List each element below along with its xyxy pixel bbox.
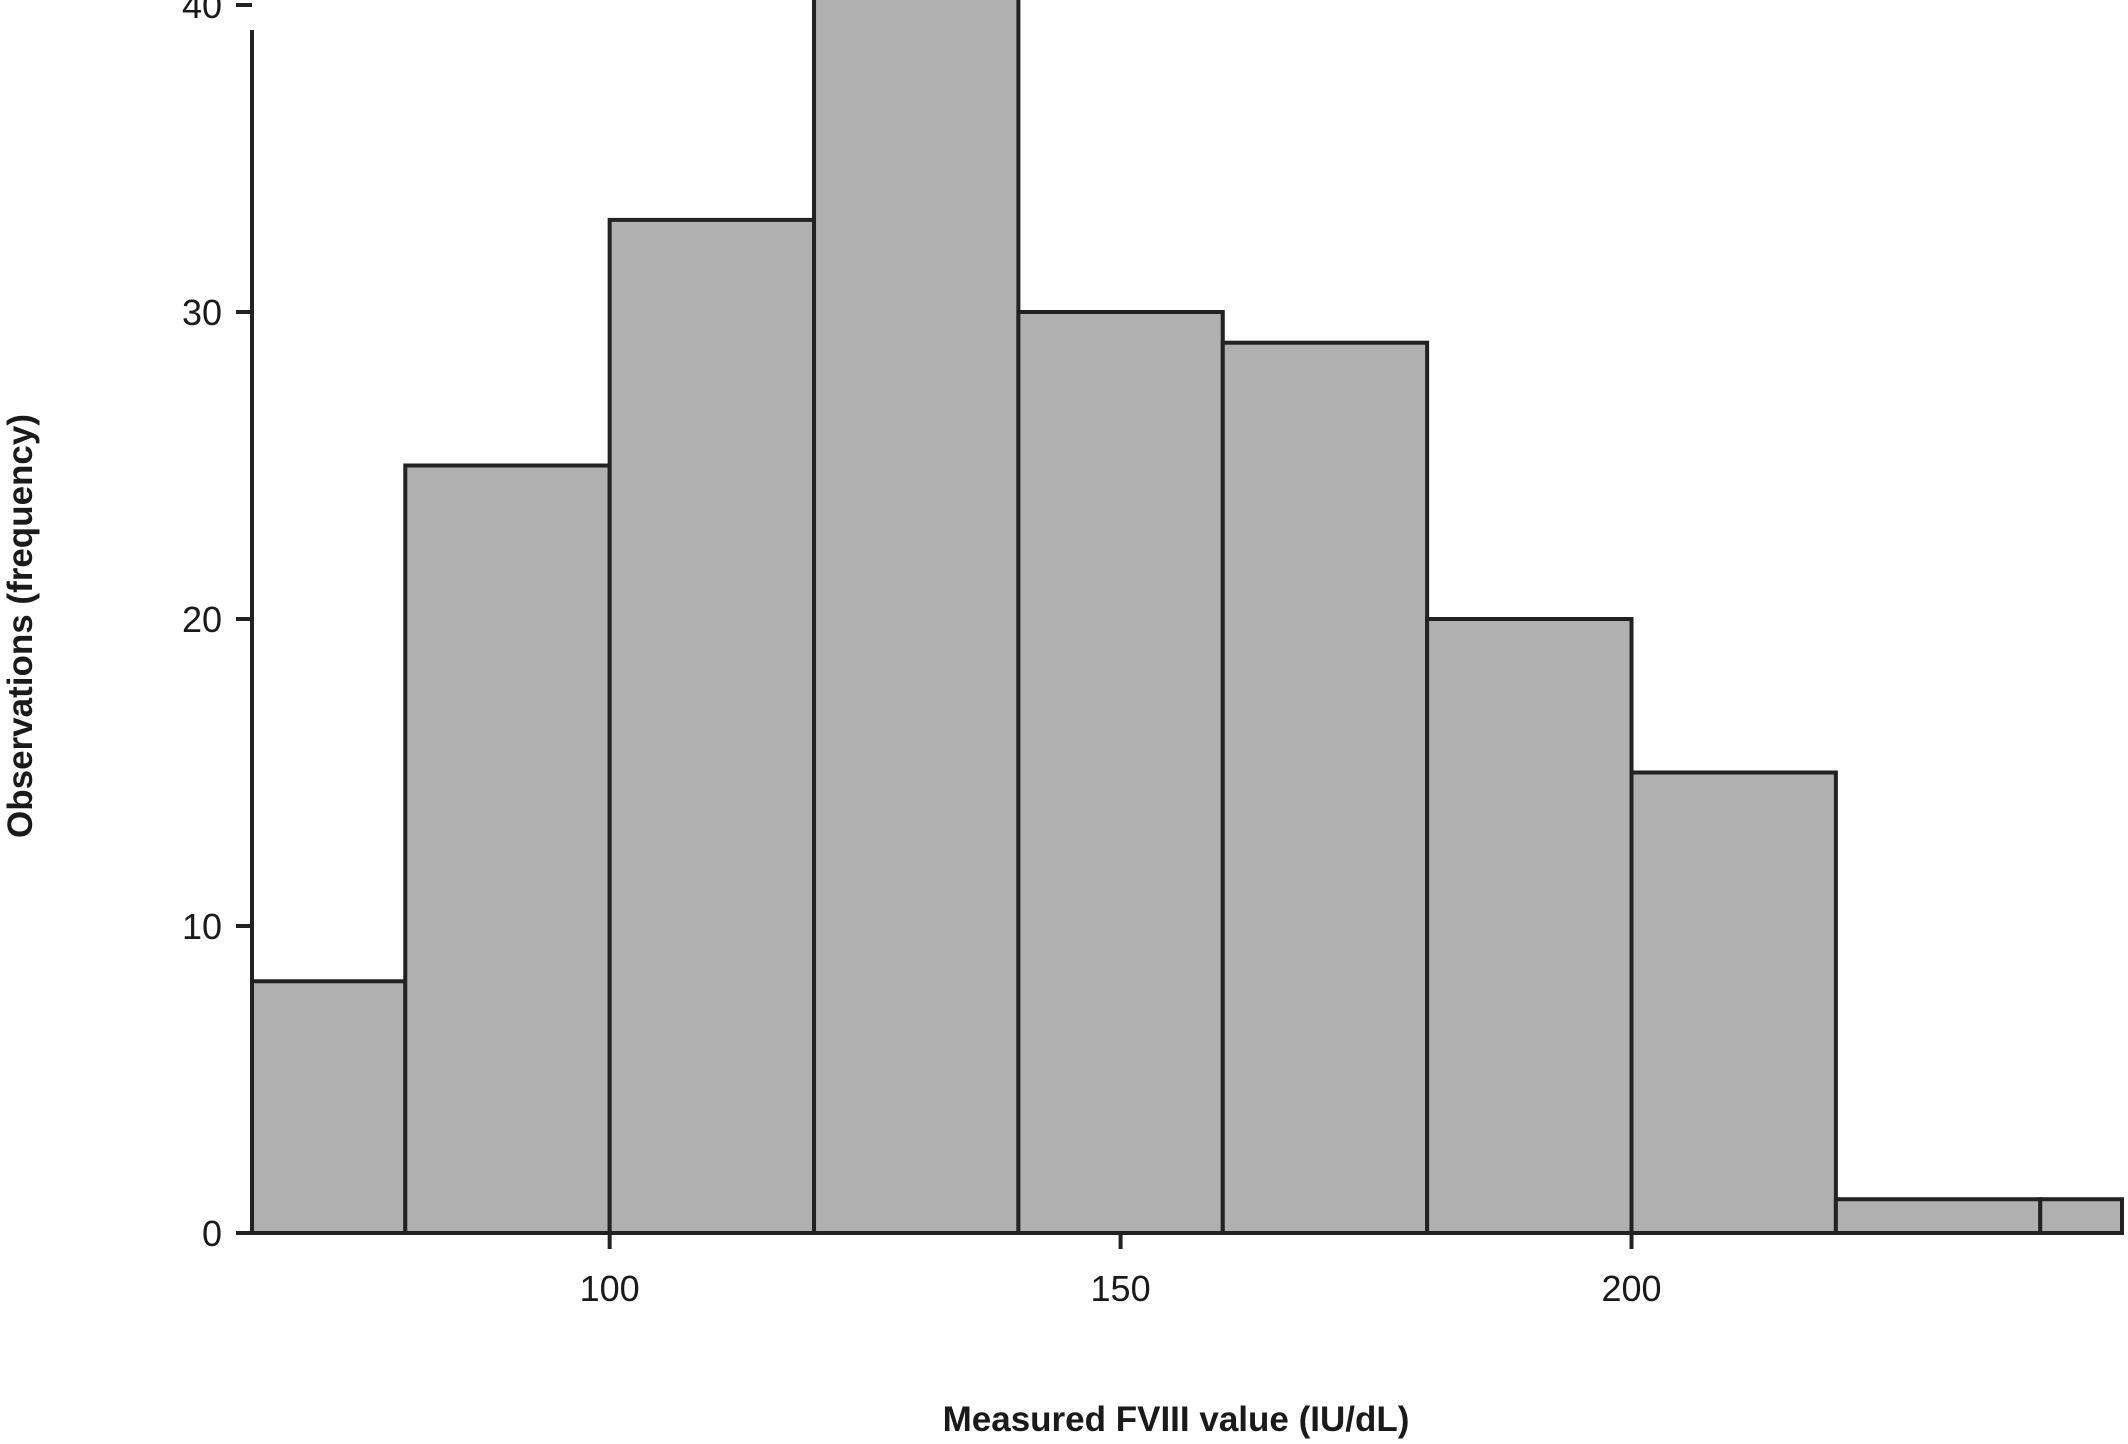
y-tick-label-20: 20 bbox=[182, 599, 222, 640]
x-tick-label-150: 150 bbox=[1091, 1268, 1151, 1309]
y-tick-label-0: 0 bbox=[202, 1213, 222, 1254]
x-axis-title: Measured FVIII value (IU/dL) bbox=[943, 1400, 1410, 1439]
histogram-bar-5 bbox=[1016, 310, 1225, 1235]
histogram-bar-1 bbox=[250, 979, 408, 1236]
histogram-bar-6 bbox=[1220, 340, 1430, 1235]
histogram-bar-10 bbox=[2038, 1197, 2124, 1235]
x-tick-label-200: 200 bbox=[1601, 1268, 1661, 1309]
y-tick-label-30: 30 bbox=[182, 292, 222, 333]
histogram-bar-3 bbox=[607, 217, 817, 1235]
histogram-bar-9 bbox=[1833, 1197, 2043, 1235]
bars-group bbox=[250, 0, 2124, 1236]
axes-group bbox=[250, 30, 2122, 1235]
histogram-bar-8 bbox=[1629, 770, 1838, 1235]
x-tick-label-100: 100 bbox=[580, 1268, 640, 1309]
histogram-bar-4 bbox=[812, 0, 1021, 1235]
ticks-group: 0 10 20 30 40 100 150 200 bbox=[182, 0, 1662, 1309]
y-axis-title: Observations (frequency) bbox=[1, 414, 40, 838]
histogram-bar-7 bbox=[1425, 617, 1634, 1235]
histogram-bar-2 bbox=[403, 463, 612, 1235]
y-tick-label-10: 10 bbox=[182, 906, 222, 947]
y-tick-label-40: 40 bbox=[182, 0, 222, 26]
